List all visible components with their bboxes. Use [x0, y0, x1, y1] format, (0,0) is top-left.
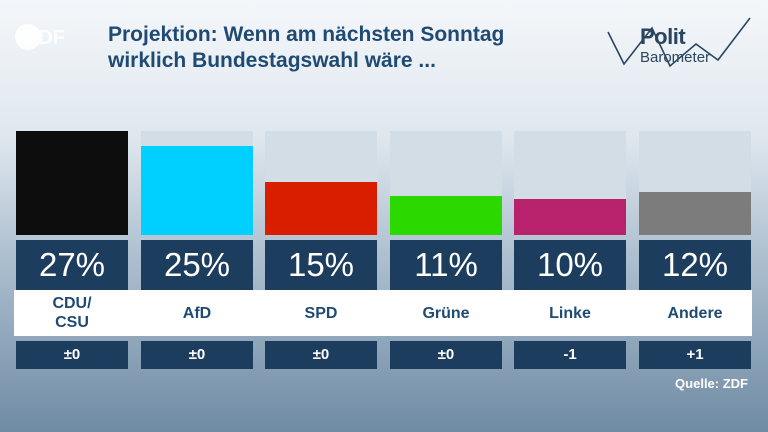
bar-background	[265, 131, 377, 235]
category-label: Linke	[549, 304, 591, 322]
change-label: ±0	[16, 341, 128, 369]
value-label: 27%	[16, 240, 128, 290]
value-label: 15%	[265, 240, 377, 290]
title-line-1: Projektion: Wenn am nächsten Sonntag	[108, 23, 505, 46]
bar	[390, 196, 502, 235]
bar	[514, 199, 626, 235]
bar	[639, 192, 751, 235]
page-title: Projektion: Wenn am nächsten Sonntag wir…	[108, 22, 578, 74]
category-label: Andere	[667, 304, 723, 322]
change-label: ±0	[390, 341, 502, 369]
zdf-logo-text: ZDF	[26, 27, 65, 49]
category-label: AfD	[182, 304, 212, 322]
source-label: Quelle: ZDF	[675, 376, 748, 391]
party-label-strip	[14, 290, 752, 336]
bar-background	[16, 131, 128, 235]
value-label: 10%	[514, 240, 626, 290]
politbarometer-logo-icon	[607, 17, 751, 68]
category-label: Grüne	[422, 304, 470, 322]
bar-background	[390, 131, 502, 235]
bar-background	[141, 131, 253, 235]
change-label: ±0	[265, 341, 377, 369]
bar	[265, 182, 377, 235]
bar	[16, 131, 128, 235]
value-label: 11%	[390, 240, 502, 290]
value-label: 25%	[141, 240, 253, 290]
zdf-logo-icon: ZDF	[15, 24, 65, 50]
change-label: ±0	[141, 341, 253, 369]
category-label: SPD	[304, 304, 338, 322]
title-line-2: wirklich Bundestagswahl wäre ...	[108, 49, 436, 72]
bar-background	[514, 131, 626, 235]
bar	[141, 146, 253, 235]
brand-line-2: Barometer	[640, 49, 711, 66]
bar-background	[639, 131, 751, 235]
change-label: +1	[639, 341, 751, 369]
value-label: 12%	[639, 240, 751, 290]
brand-line-1: Polit	[640, 24, 686, 49]
change-label: -1	[514, 341, 626, 369]
category-label: CDU/CSU	[52, 295, 92, 331]
